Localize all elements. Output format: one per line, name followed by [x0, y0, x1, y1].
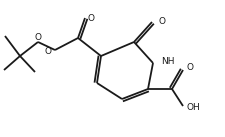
- Text: OH: OH: [186, 103, 200, 112]
- Text: NH: NH: [160, 58, 174, 66]
- Text: O: O: [186, 64, 193, 72]
- Text: O: O: [88, 14, 94, 23]
- Text: O: O: [158, 16, 165, 25]
- Text: O: O: [34, 32, 41, 42]
- Text: O: O: [45, 46, 52, 55]
